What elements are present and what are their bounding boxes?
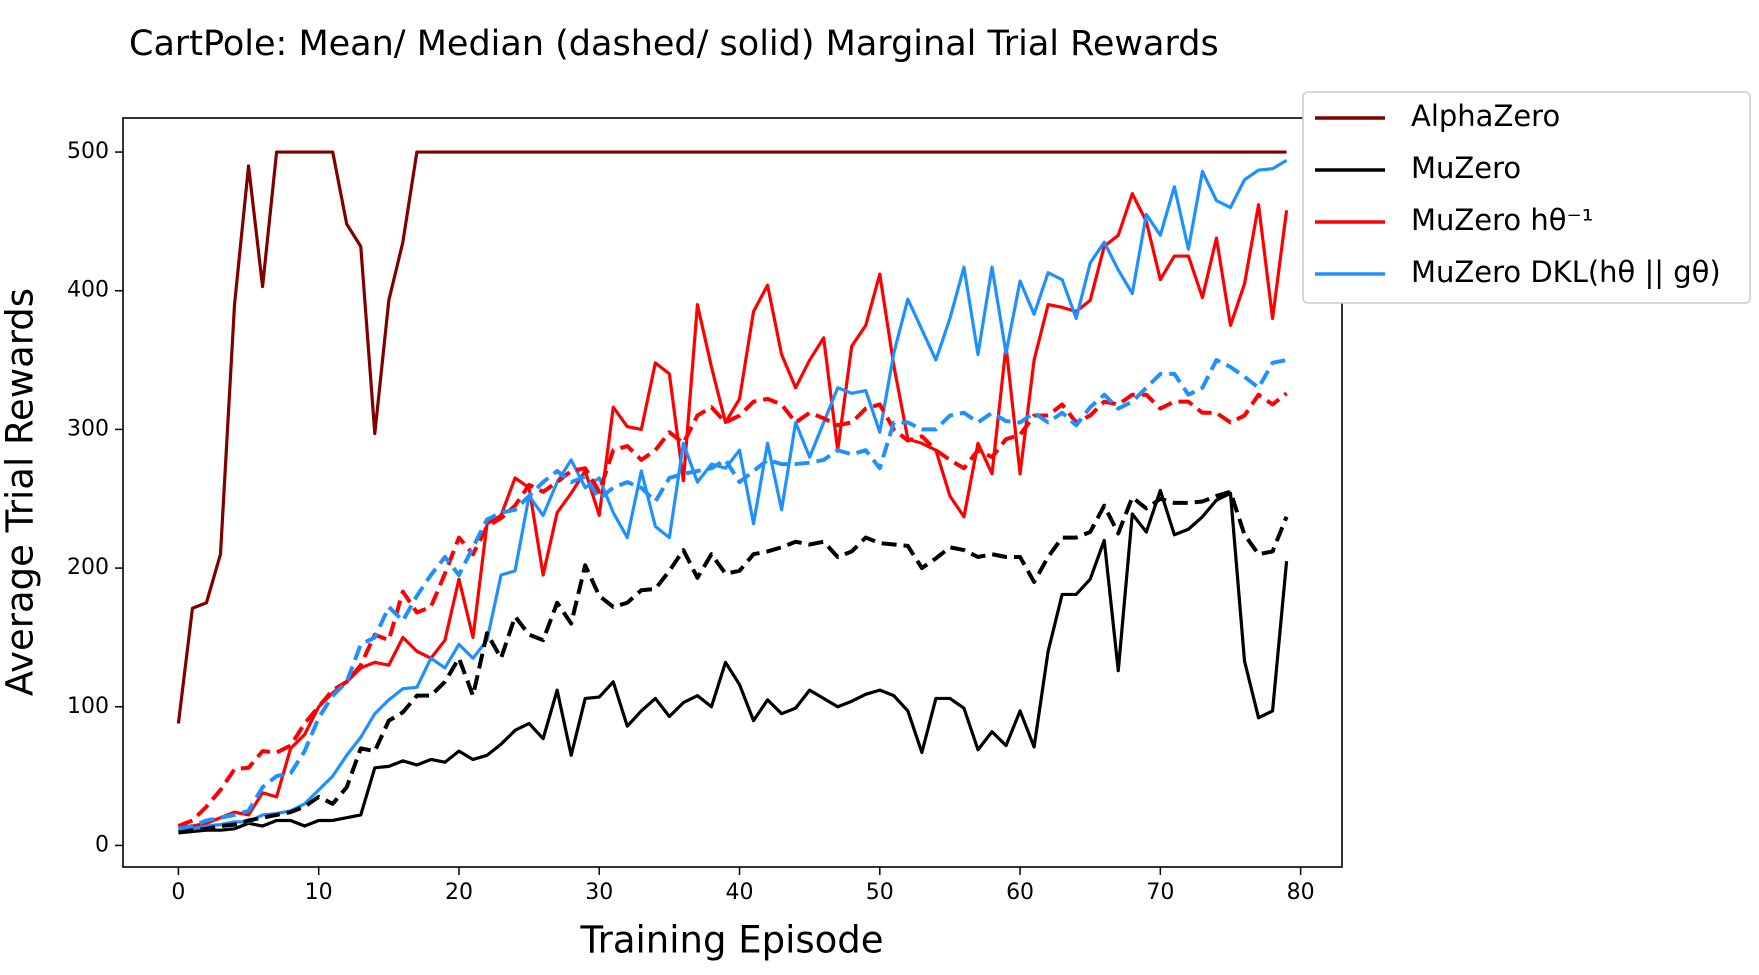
y-tick-label: 500	[67, 139, 109, 164]
x-axis-label: Training Episode	[579, 919, 883, 962]
x-tick-label: 80	[1287, 880, 1315, 905]
median-line	[178, 488, 1289, 835]
legend-label: MuZero DKL(hθ || gθ)	[1411, 255, 1721, 289]
x-tick-label: 30	[585, 880, 613, 905]
y-tick-label: 0	[95, 832, 109, 857]
plot-area	[176, 150, 1289, 835]
y-tick-label: 200	[67, 555, 109, 580]
legend-label: MuZero	[1411, 151, 1521, 185]
x-tick-label: 70	[1146, 880, 1174, 905]
x-tick-label: 0	[171, 880, 185, 905]
plot-frame	[122, 117, 1343, 868]
mean-line	[178, 489, 1289, 834]
mean-line	[177, 391, 1288, 828]
x-tick-label: 20	[445, 880, 473, 905]
mean-line	[178, 358, 1287, 831]
chart-title: CartPole: Mean/ Median (dashed/ solid) M…	[129, 24, 1219, 64]
median-line	[176, 150, 1287, 724]
x-tick-label: 50	[866, 880, 894, 905]
legend-label: AlphaZero	[1411, 99, 1560, 133]
legend: AlphaZero MuZero MuZero hθ⁻¹ MuZero DKL(hθ …	[1302, 91, 1751, 304]
x-tick-label: 10	[305, 880, 333, 905]
x-tick-label: 60	[1006, 880, 1034, 905]
y-tick-label: 300	[67, 416, 109, 441]
x-tick-label: 40	[726, 880, 754, 905]
y-tick-label: 100	[67, 694, 109, 719]
legend-box	[1302, 91, 1751, 304]
median-line	[178, 158, 1288, 832]
y-axis-label: Average Trial Rewards	[0, 288, 42, 696]
median-line	[178, 192, 1289, 830]
y-tick-label: 400	[67, 278, 109, 303]
legend-label: MuZero hθ⁻¹	[1411, 203, 1593, 237]
